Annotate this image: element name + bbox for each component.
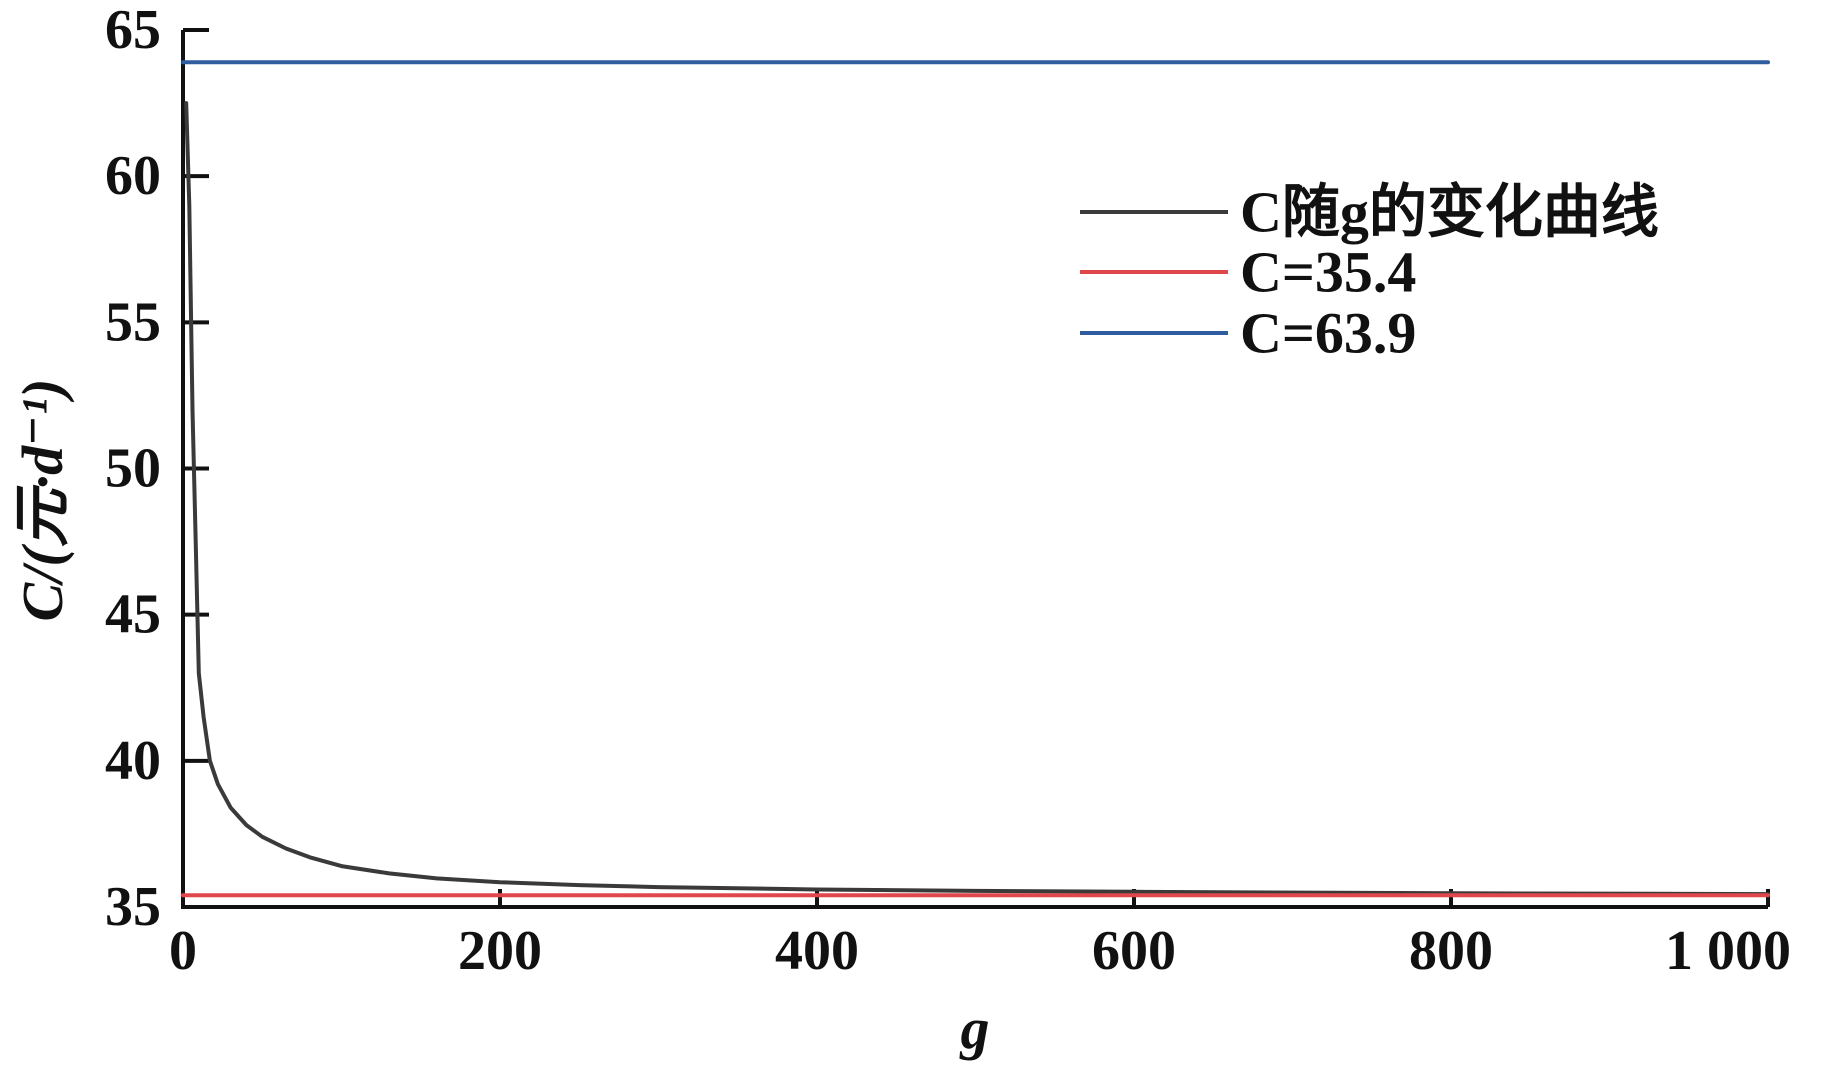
y-tick-label: 50 (105, 438, 161, 500)
legend-label: C=35.4 (1240, 240, 1416, 305)
y-tick-label: 35 (105, 876, 161, 938)
series-line-1 (184, 101, 1770, 897)
y-axis-title: C/(元·d⁻¹) (10, 379, 75, 622)
x-tick-label: 400 (775, 920, 859, 982)
x-tick-label: 0 (169, 920, 197, 982)
x-tick-label: 200 (458, 920, 542, 982)
y-tick-label: 60 (105, 145, 161, 207)
x-axis-title: g (959, 996, 990, 1061)
series-lines (181, 60, 1770, 898)
y-tick-label: 65 (105, 0, 161, 61)
y-tick-label: 40 (105, 730, 161, 792)
x-tick-label: 800 (1409, 920, 1493, 982)
legend-label: C随g的变化曲线 (1240, 180, 1659, 245)
legend-label: C=63.9 (1240, 301, 1416, 366)
x-tick-label: 1 000 (1665, 920, 1791, 982)
y-tick-label: 55 (105, 291, 161, 353)
axes: 35 40 45 50 55 60 65 0 200 400 600 800 1 000 g C/(元·d⁻… (10, 0, 1791, 1061)
y-tick-label: 45 (105, 584, 161, 646)
x-tick-label: 600 (1092, 920, 1176, 982)
